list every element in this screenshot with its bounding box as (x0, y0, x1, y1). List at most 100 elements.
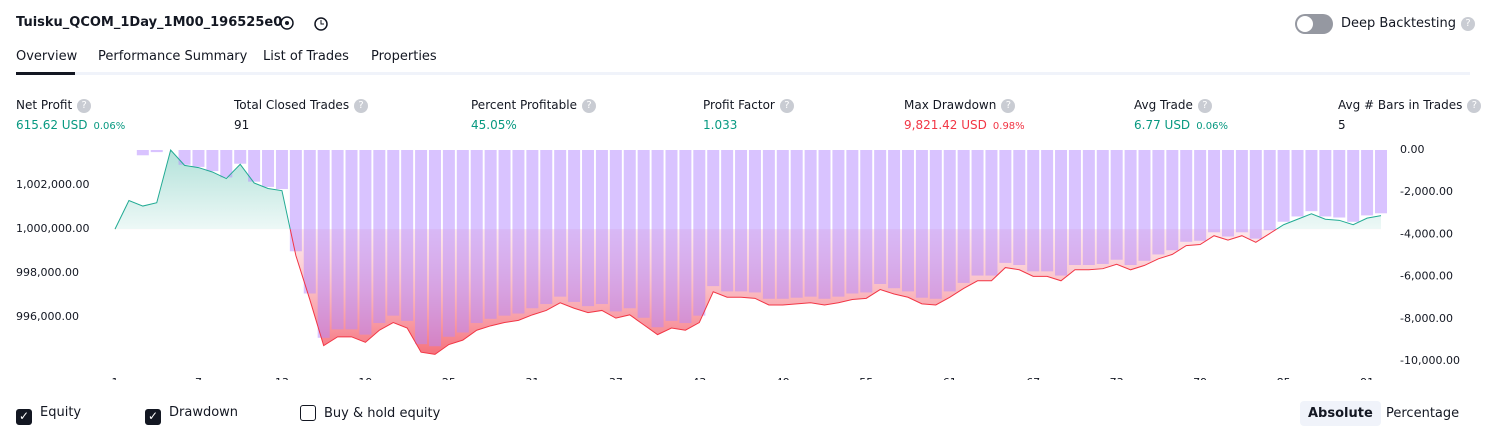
drawdown-bar (1361, 150, 1374, 216)
drawdown-bar (971, 150, 984, 276)
metric-value: 45.05% (471, 118, 517, 132)
drawdown-bar (415, 150, 428, 345)
x-tick-label: 79 (1193, 376, 1207, 380)
metric-value: 1.033 (703, 118, 738, 132)
metric: Avg # Bars in Trades? 5 (1338, 94, 1482, 132)
legend-label: Buy & hold equity (324, 406, 441, 421)
drawdown-bar (888, 150, 901, 289)
drawdown-bar (456, 150, 469, 333)
metric-value-row: 91 (234, 118, 368, 132)
legend-item[interactable]: ✓ Drawdown (145, 405, 238, 425)
x-tick-label: 91 (1360, 376, 1374, 380)
tab-underline (16, 72, 75, 75)
metric-label-row: Avg # Bars in Trades? (1338, 94, 1482, 113)
drawdown-bar (1347, 150, 1360, 222)
drawdown-bar (637, 150, 650, 318)
drawdown-bar (248, 150, 261, 182)
drawdown-bar (846, 150, 859, 294)
metric-label-row: Net Profit? (16, 94, 125, 113)
strategy-title: Tuisku_QCOM_1Day_1M00_196525e0 (16, 15, 283, 30)
metric-label-row: Avg Trade? (1134, 94, 1228, 113)
y2-tick-label: -2,000.00 (1400, 185, 1453, 198)
metric-value-row: 6.77 USD 0.06% (1134, 118, 1228, 132)
header-icons[interactable] (278, 15, 338, 35)
y2-tick-label: -4,000.00 (1400, 227, 1453, 240)
drawdown-bar (721, 150, 734, 292)
metric: Max Drawdown? 9,821.42 USD 0.98% (904, 94, 1025, 132)
metric-value-row: 5 (1338, 118, 1481, 132)
drawdown-bar (915, 150, 928, 298)
y2-tick-label: -8,000.00 (1400, 312, 1453, 325)
drawdown-bar (1221, 150, 1234, 237)
legend-item[interactable]: ✓ Equity (16, 405, 81, 425)
drawdown-bar (192, 150, 205, 167)
metric-value-row: 45.05% (471, 118, 596, 132)
help-icon: ? (581, 99, 596, 113)
checkbox[interactable]: ✓ (16, 409, 32, 425)
drawdown-bar (387, 150, 400, 316)
tab-rule (16, 72, 1470, 75)
drawdown-bar (818, 150, 831, 299)
drawdown-bar (317, 150, 330, 338)
drawdown-bar (345, 150, 358, 330)
metric-value-row: 615.62 USD 0.06% (16, 118, 125, 132)
drawdown-bar (1124, 150, 1137, 265)
tab[interactable]: List of Trades (263, 49, 349, 64)
y-tick-label: 998,000.00 (16, 266, 79, 279)
tab[interactable]: Performance Summary (98, 49, 248, 64)
metric-label-row: Total Closed Trades? (234, 94, 369, 113)
drawdown-bar (512, 150, 525, 314)
checkbox[interactable]: ✓ (145, 409, 161, 425)
drawdown-bar (262, 150, 275, 187)
metric: Total Closed Trades? 91 (234, 94, 369, 132)
drawdown-bar (609, 150, 622, 312)
drawdown-bar (804, 150, 817, 297)
tab[interactable]: Properties (371, 49, 437, 64)
drawdown-bar (1319, 150, 1332, 217)
metric-pct: 0.98% (992, 121, 1025, 132)
drawdown-bar (1249, 150, 1262, 239)
drawdown-bar (665, 150, 678, 321)
legend-item[interactable]: Buy & hold equity (300, 405, 440, 421)
drawdown-bar (442, 150, 455, 337)
drawdown-bar (401, 150, 414, 321)
drawdown-bar (331, 150, 344, 330)
drawdown-bar (1068, 150, 1081, 265)
drawdown-bar (901, 150, 914, 292)
checkbox[interactable] (300, 405, 316, 421)
drawdown-bar (1096, 150, 1109, 264)
drawdown-bar (790, 150, 803, 298)
toggle-switch[interactable] (1295, 14, 1333, 34)
drawdown-bar (178, 150, 191, 165)
drawdown-bar (303, 150, 316, 294)
toggle-label: Deep Backtesting? (1341, 16, 1476, 31)
metric-value: 6.77 USD (1134, 118, 1191, 132)
drawdown-bar (1013, 150, 1026, 265)
metric: Avg Trade? 6.77 USD 0.06% (1134, 94, 1228, 132)
drawdown-bar (1291, 150, 1304, 217)
metric-value-row: 9,821.42 USD 0.98% (904, 118, 1025, 132)
drawdown-bar (150, 150, 163, 153)
drawdown-bar (1166, 150, 1179, 251)
tab[interactable]: Overview (16, 49, 78, 64)
metric-label: Total Closed Trades (234, 98, 350, 112)
y-tick-label: 1,002,000.00 (16, 178, 89, 191)
help-icon: ? (354, 99, 369, 113)
drawdown-bar (860, 150, 873, 293)
metric-value: 5 (1338, 118, 1346, 132)
drawdown-bar (540, 150, 553, 305)
scale-button[interactable]: Absolute (1300, 401, 1381, 426)
drawdown-bar (289, 150, 302, 252)
scale-button[interactable]: Percentage (1386, 406, 1460, 421)
drawdown-bar (651, 150, 664, 328)
drawdown-bar (929, 150, 942, 299)
drawdown-bar (554, 150, 567, 297)
x-tick-label: 19 (358, 376, 372, 380)
drawdown-bar (234, 150, 247, 164)
drawdown-bar (1110, 150, 1123, 260)
x-tick-label: 55 (859, 376, 873, 380)
drawdown-bar (136, 150, 149, 156)
drawdown-bar (1194, 150, 1207, 241)
metric-value-row: 1.033 (703, 118, 794, 132)
